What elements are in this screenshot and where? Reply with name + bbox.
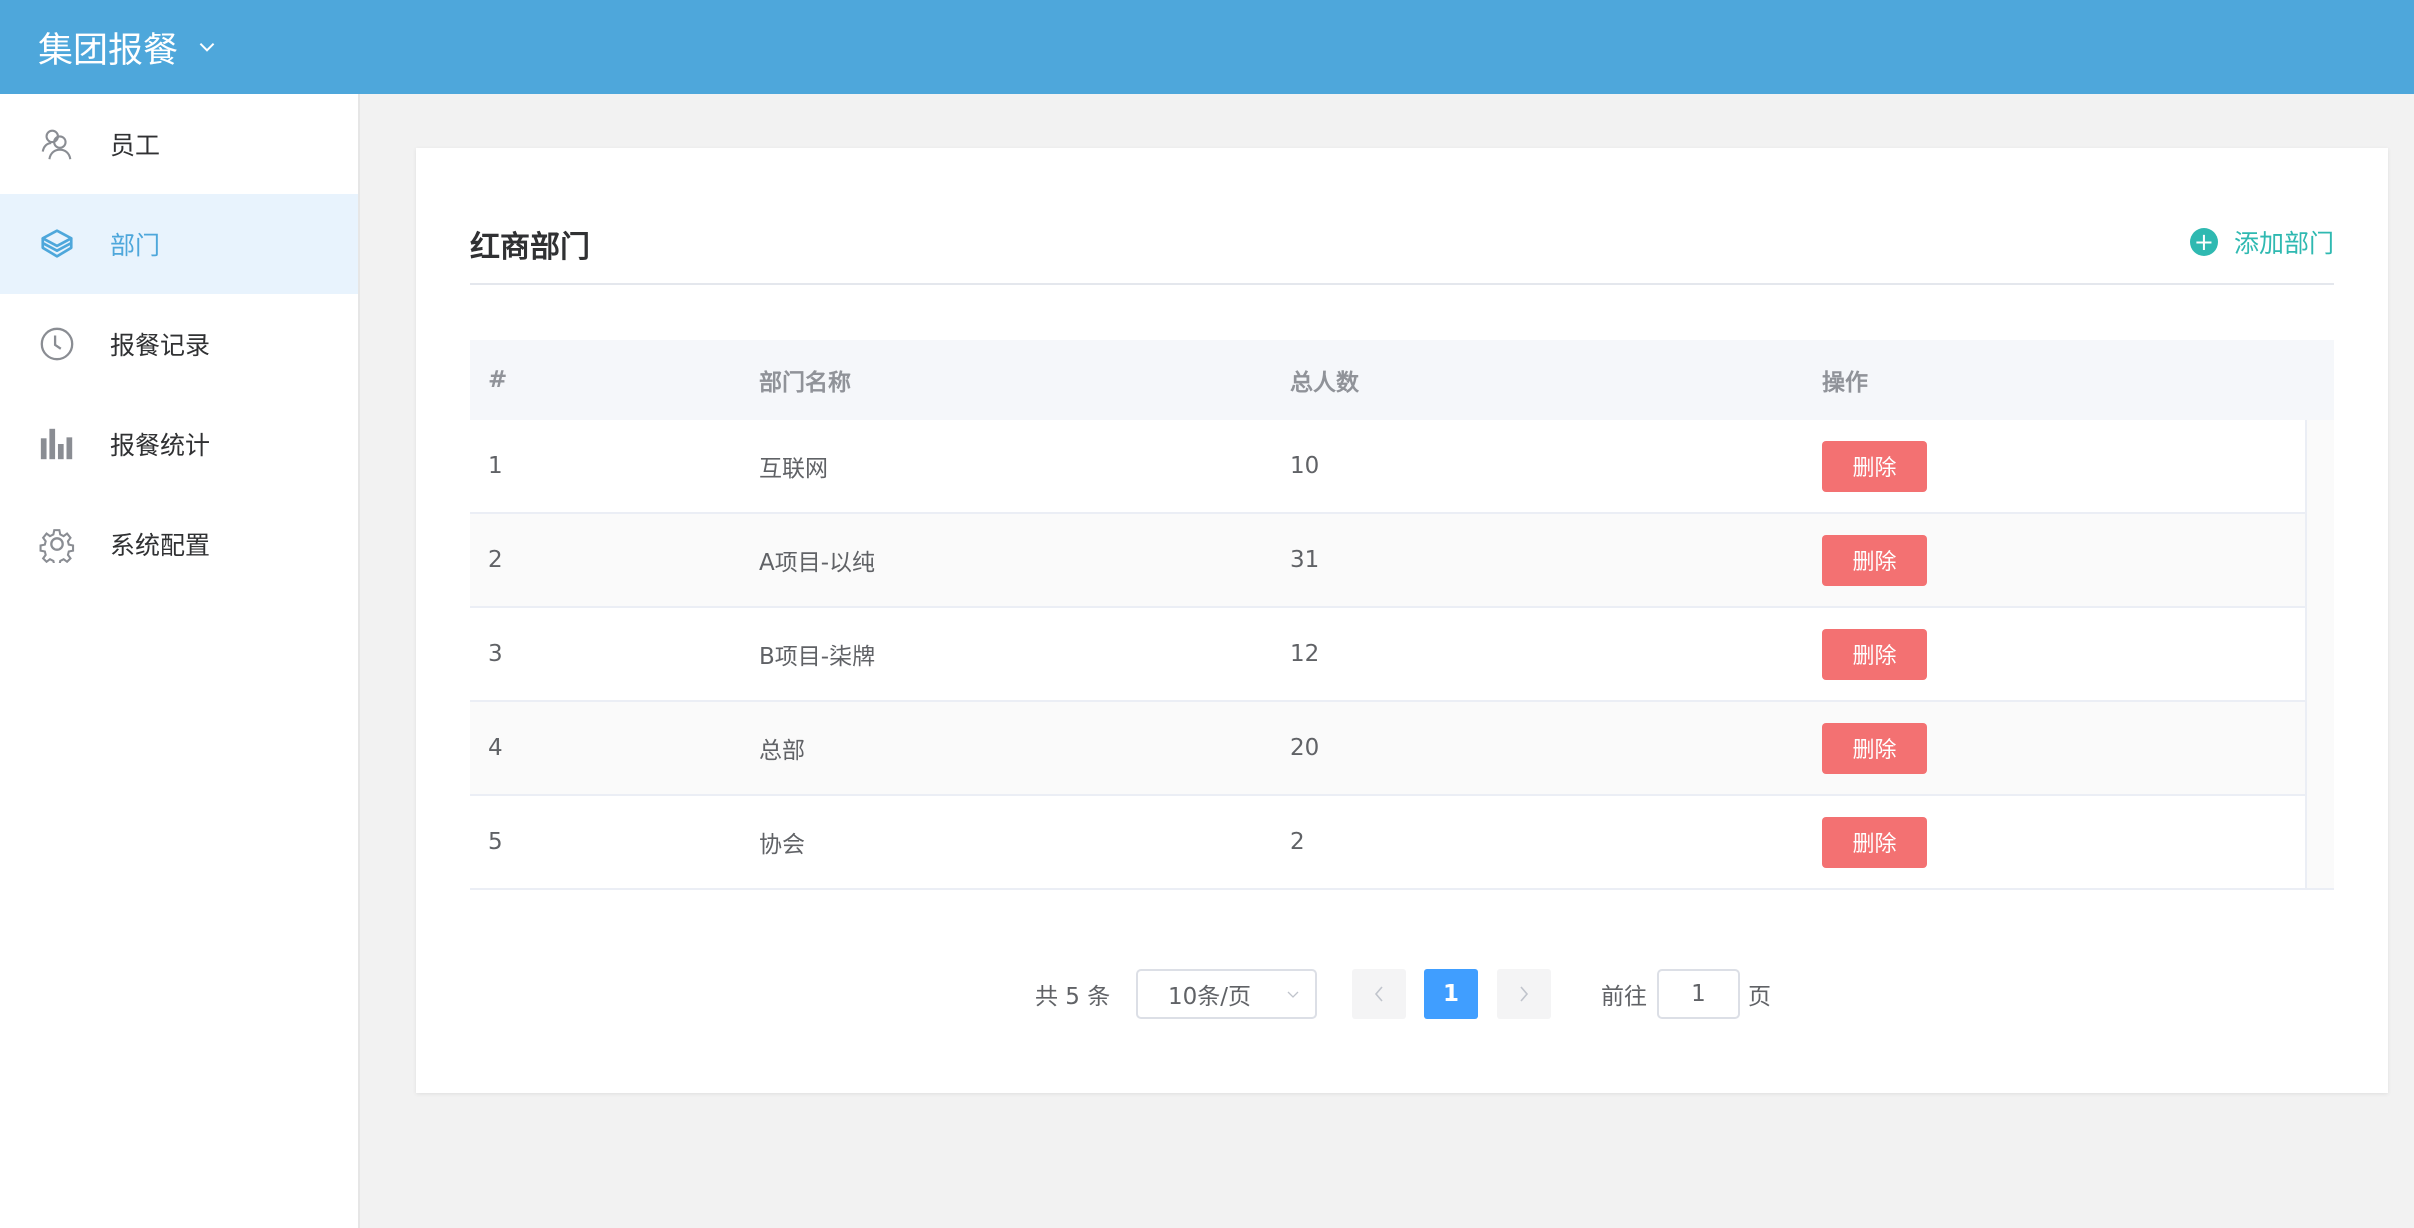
delete-button[interactable]: 删除 [1822,440,1927,492]
sidebar: 员工 部门 报餐记录 报餐统计 系统配置 [0,94,360,1228]
page-size-value: 10条/页 [1168,984,1252,1010]
chevron-right-icon [1520,986,1529,1002]
cell-count: 20 [1290,735,1320,761]
plus-circle-icon: + [2189,228,2218,256]
layers-icon [41,229,73,258]
pagination: 共 5 条 10条/页 1 前往 1 页 [416,969,2388,1019]
gear-icon [39,529,75,563]
cell-count: 2 [1290,829,1305,855]
bar-chart-icon [40,428,73,460]
column-header-index: # [488,367,508,393]
cell-name: 总部 [759,738,805,764]
page-size-select[interactable]: 10条/页 [1136,969,1317,1019]
sidebar-item-label: 员工 [110,131,161,160]
table-header: # 部门名称 总人数 操作 [470,340,2334,420]
page-suffix: 页 [1748,984,1771,1010]
sidebar-item-label: 系统配置 [110,531,211,560]
total-count: 共 5 条 [1035,984,1111,1010]
table-scrollbar[interactable] [2305,420,2334,890]
clock-icon [40,327,74,361]
sidebar-item-departments[interactable]: 部门 [0,194,358,294]
table-row: 2 A项目-以纯 31 删除 [470,514,2305,608]
users-icon [41,129,72,160]
cell-index: 1 [488,453,503,479]
cell-count: 12 [1290,641,1320,667]
sidebar-item-label: 报餐记录 [110,331,211,360]
top-header: 集团报餐 [0,0,2414,94]
next-page-button[interactable] [1497,969,1551,1019]
page-number-button[interactable]: 1 [1424,969,1478,1019]
title-divider [470,283,2334,285]
chevron-down-icon[interactable] [196,36,218,58]
delete-button[interactable]: 删除 [1822,534,1927,586]
goto-label: 前往 [1601,984,1647,1010]
cell-count: 31 [1290,547,1320,573]
delete-button[interactable]: 删除 [1822,628,1927,680]
add-department-label: 添加部门 [2233,229,2334,258]
cell-index: 3 [488,641,503,667]
column-header-actions: 操作 [1822,370,1868,396]
column-header-name: 部门名称 [759,370,851,396]
table-row: 3 B项目-柒牌 12 删除 [470,608,2305,702]
sidebar-item-settings[interactable]: 系统配置 [0,494,358,594]
cell-name: A项目-以纯 [759,550,876,576]
chevron-left-icon [1374,986,1383,1002]
sidebar-item-employees[interactable]: 员工 [0,94,358,194]
cell-count: 10 [1290,453,1320,479]
cell-index: 2 [488,547,503,573]
page-title: 红商部门 [470,230,590,265]
delete-button[interactable]: 删除 [1822,816,1927,868]
sidebar-item-label: 部门 [110,231,161,260]
department-card: 红商部门 + 添加部门 # 部门名称 总人数 操作 1 互联网 10 删除 2 … [416,148,2388,1093]
cell-index: 4 [488,735,503,761]
cell-name: B项目-柒牌 [759,644,876,670]
table-row: 5 协会 2 删除 [470,796,2305,890]
add-department-button[interactable]: + 添加部门 [2189,224,2334,260]
chevron-down-icon [1287,991,1299,998]
cell-index: 5 [488,829,503,855]
sidebar-item-label: 报餐统计 [110,431,211,460]
sidebar-item-meal-records[interactable]: 报餐记录 [0,294,358,394]
sidebar-item-meal-stats[interactable]: 报餐统计 [0,394,358,494]
cell-name: 互联网 [759,456,828,482]
cell-name: 协会 [759,832,805,858]
department-table: # 部门名称 总人数 操作 1 互联网 10 删除 2 A项目-以纯 31 删除… [470,340,2334,890]
goto-page-input[interactable]: 1 [1657,969,1740,1019]
table-row: 1 互联网 10 删除 [470,420,2305,514]
prev-page-button[interactable] [1352,969,1406,1019]
delete-button[interactable]: 删除 [1822,722,1927,774]
app-title[interactable]: 集团报餐 [38,30,179,71]
column-header-count: 总人数 [1290,370,1359,396]
table-row: 4 总部 20 删除 [470,702,2305,796]
